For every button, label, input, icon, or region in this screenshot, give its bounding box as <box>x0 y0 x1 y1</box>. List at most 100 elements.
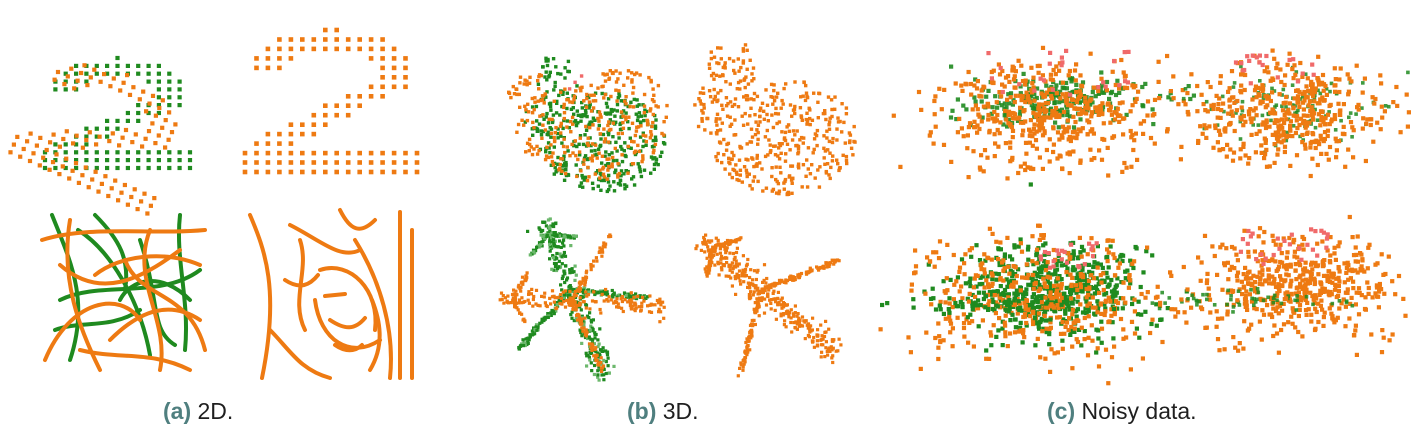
bunny-aligned-point <box>754 120 758 124</box>
bunny-aligned-point <box>737 69 741 73</box>
noisy-source-point <box>1006 101 1011 106</box>
airplane-aligned-point <box>822 266 826 270</box>
noisy-source-point <box>1313 107 1317 112</box>
noisy-source-point <box>1252 95 1256 100</box>
noisy-target-point <box>1057 298 1062 303</box>
noisy-target-point <box>947 301 952 306</box>
bunny-source-point <box>653 156 657 160</box>
noisy-target-point <box>1060 124 1066 129</box>
noise-point <box>1091 85 1096 90</box>
airplane-target-point <box>512 292 516 296</box>
bunny-source-point <box>523 120 527 124</box>
bunny-source-point <box>578 184 582 188</box>
noisy-target-point <box>1072 129 1077 134</box>
digit-source-point <box>136 165 141 171</box>
noisy-target-point <box>1332 113 1337 118</box>
noisy-source-point <box>1028 182 1033 187</box>
digit-aligned-point <box>334 169 339 175</box>
bunny-aligned-point <box>795 129 799 133</box>
airplane-aligned-point <box>738 279 742 283</box>
noisy-target-point <box>1288 128 1293 133</box>
noisy-source-point <box>1149 321 1154 327</box>
noisy-target-point <box>1316 79 1321 84</box>
noisy-target-point <box>1156 79 1161 84</box>
noisy-target-point <box>1051 126 1056 131</box>
noisy-source-point <box>1034 95 1039 101</box>
bunny-source-point <box>534 104 539 109</box>
bunny-aligned-point <box>787 129 792 133</box>
noisy-target-point <box>1072 106 1077 111</box>
digit-target-point <box>107 139 112 144</box>
digit-aligned-point <box>380 75 385 80</box>
bunny-aligned-point <box>805 185 810 189</box>
noisy-target-point <box>1038 286 1043 291</box>
bunny-source-point <box>615 149 619 153</box>
airplane-target-point <box>637 305 641 309</box>
noisy-target-point <box>1097 148 1102 153</box>
outlier-point <box>1257 53 1262 58</box>
noisy-target-point <box>1045 305 1050 310</box>
bunny-aligned-point <box>769 95 773 99</box>
digit-source-point <box>177 165 182 171</box>
bunny-aligned-point <box>763 154 768 159</box>
airplane-aligned-point <box>735 246 739 250</box>
outlier-point <box>1257 60 1262 65</box>
noise-point <box>1028 129 1033 134</box>
bunny-source-point <box>624 169 628 173</box>
bunny-aligned-point <box>838 119 842 124</box>
noisy-source-point <box>1204 99 1209 104</box>
noisy-target-point <box>1077 89 1083 94</box>
digit-aligned-point <box>414 169 420 175</box>
noisy-target-point <box>1109 112 1114 117</box>
airplane-target-point <box>582 326 586 330</box>
noisy-target-point <box>1020 133 1025 138</box>
noisy-target-point <box>1322 130 1328 135</box>
noisy-source-point <box>1093 94 1098 99</box>
bunny-aligned-point <box>728 172 732 176</box>
digit-aligned-point <box>288 169 294 175</box>
noise-point <box>966 175 971 180</box>
noisy-target-point <box>1157 96 1162 101</box>
digit-target-point <box>79 70 84 76</box>
airplane-target-point <box>520 301 524 305</box>
bunny-aligned-point <box>731 59 736 63</box>
noisy-source-point <box>1018 325 1023 330</box>
noisy-target-point <box>1270 90 1275 95</box>
airplane-target-point <box>612 301 616 305</box>
airplane-source-point <box>560 262 564 266</box>
airplane-target-point <box>574 293 578 298</box>
bunny-source-point <box>536 82 541 86</box>
digit-target-point <box>57 172 62 177</box>
noise-point <box>1312 99 1317 104</box>
noisy-source-point <box>956 304 961 309</box>
airplane-aligned-point <box>836 258 840 262</box>
airplane-aligned-point <box>746 338 750 342</box>
airplane-source-point <box>568 293 572 297</box>
noisy-target-point <box>1058 96 1063 101</box>
airplane-source-point <box>596 375 600 379</box>
noisy-target-point <box>1333 77 1338 82</box>
noisy-target-point <box>1391 100 1396 105</box>
digit-source-point <box>136 118 141 123</box>
noisy-target-point <box>1348 120 1354 125</box>
noisy-target-point <box>1311 94 1316 99</box>
noisy-source-point <box>1053 120 1058 125</box>
bunny-target-point <box>621 126 626 130</box>
noisy-target-point <box>1341 124 1346 129</box>
bunny-source-point <box>575 84 579 88</box>
noisy-target-point <box>992 293 997 298</box>
airplane-aligned-point <box>808 266 812 270</box>
noisy-source-point <box>976 290 982 295</box>
airplane-aligned-point <box>717 273 721 277</box>
bunny-aligned-point <box>758 120 762 124</box>
noisy-target-point <box>1258 101 1263 106</box>
digit-aligned-point <box>380 160 385 165</box>
noisy-source-point <box>1003 299 1008 304</box>
bunny-aligned-point <box>787 175 791 179</box>
digit-source-point <box>177 150 182 155</box>
noise-point <box>1198 124 1203 129</box>
noisy-source-point <box>1111 306 1116 312</box>
digit-target-point <box>86 185 91 190</box>
airplane-aligned-point <box>737 276 741 280</box>
airplane-target-point <box>548 296 552 300</box>
